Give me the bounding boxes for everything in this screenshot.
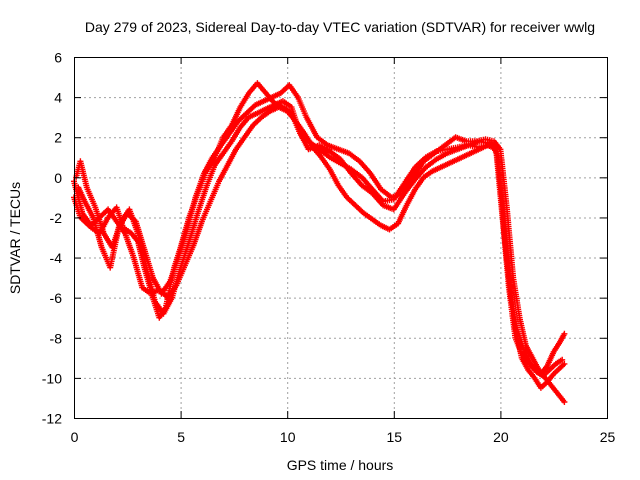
- y-tick-label: -12: [42, 411, 62, 427]
- y-tick-label: 2: [54, 130, 62, 146]
- x-axis-label: GPS time / hours: [287, 457, 394, 473]
- grid-lines: [74, 57, 607, 418]
- axis-ticks: [74, 57, 608, 419]
- data-series: [71, 80, 568, 405]
- y-tick-label: 6: [54, 50, 62, 66]
- series-1: [71, 80, 568, 377]
- chart-title: Day 279 of 2023, Sidereal Day-to-day VTE…: [85, 19, 595, 35]
- x-tick-label: 0: [71, 429, 79, 445]
- plot-frame: [74, 57, 608, 419]
- x-tick-label: 10: [280, 429, 296, 445]
- y-tick-label: 0: [54, 170, 62, 186]
- series-markers: [75, 82, 568, 405]
- series-markers: [71, 80, 568, 377]
- y-tick-label: -8: [50, 330, 63, 346]
- y-tick-label: -10: [42, 370, 62, 386]
- y-tick-label: -2: [50, 210, 63, 226]
- y-tick-labels: -12 -10 -8 -6 -4 -2 0 2 4 6: [42, 50, 62, 427]
- series-3: [75, 82, 568, 405]
- y-tick-label: -6: [50, 290, 63, 306]
- y-axis-label: SDTVAR / TECUs: [7, 182, 23, 294]
- y-tick-label: 4: [54, 90, 62, 106]
- x-tick-label: 25: [600, 429, 616, 445]
- x-tick-labels: 0 5 10 15 20 25: [71, 429, 616, 445]
- y-tick-label: -4: [50, 250, 63, 266]
- x-tick-label: 15: [387, 429, 403, 445]
- x-tick-label: 5: [177, 429, 185, 445]
- x-tick-label: 20: [493, 429, 509, 445]
